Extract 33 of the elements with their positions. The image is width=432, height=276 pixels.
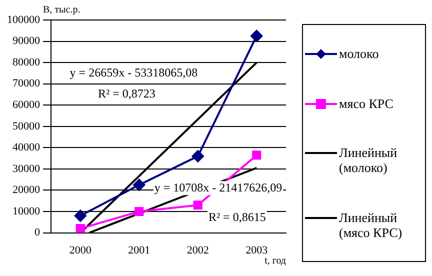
legend-label: молоко bbox=[339, 46, 379, 62]
legend-label: Линейный (молоко) bbox=[339, 145, 398, 176]
annotation: y = 10708x - 21417626,09 bbox=[154, 180, 282, 194]
y-axis-title: В, тыс.р. bbox=[43, 4, 80, 16]
x-tick-label: 2002 bbox=[186, 244, 209, 256]
legend-label: мясо КРС bbox=[339, 96, 394, 111]
y-tick-label: 30000 bbox=[12, 162, 40, 175]
y-tick-label: 70000 bbox=[12, 78, 40, 90]
y-tick-label: 60000 bbox=[12, 99, 40, 112]
point bbox=[193, 200, 202, 210]
y-tick-label: 20000 bbox=[12, 184, 40, 196]
point bbox=[134, 206, 144, 216]
y-tick-label: 10000 bbox=[12, 205, 40, 218]
annotation: R² = 0,8723 bbox=[98, 86, 156, 101]
point bbox=[74, 210, 86, 222]
point bbox=[133, 178, 146, 191]
y-tick-label: 100000 bbox=[7, 14, 40, 26]
x-axis-title: t, год bbox=[264, 255, 286, 266]
legend-label: Линейный (мясо КРС) bbox=[339, 210, 404, 240]
point bbox=[192, 150, 204, 162]
y-tick-label: 50000 bbox=[12, 120, 40, 132]
point bbox=[252, 150, 262, 160]
point bbox=[76, 224, 85, 233]
annotation: R² = 0,8615 bbox=[208, 210, 266, 224]
annotation: y = 26659x - 53318065,08 bbox=[70, 65, 198, 80]
y-tick-label: 0 bbox=[34, 226, 40, 239]
x-tick-label: 2000 bbox=[69, 244, 92, 256]
x-tick-label: 2003 bbox=[246, 244, 268, 256]
y-tick-label: 90000 bbox=[12, 35, 40, 48]
y-tick-label: 80000 bbox=[12, 56, 40, 68]
x-tick-label: 2001 bbox=[128, 244, 150, 256]
point bbox=[250, 30, 263, 42]
y-tick-label: 40000 bbox=[12, 142, 40, 154]
